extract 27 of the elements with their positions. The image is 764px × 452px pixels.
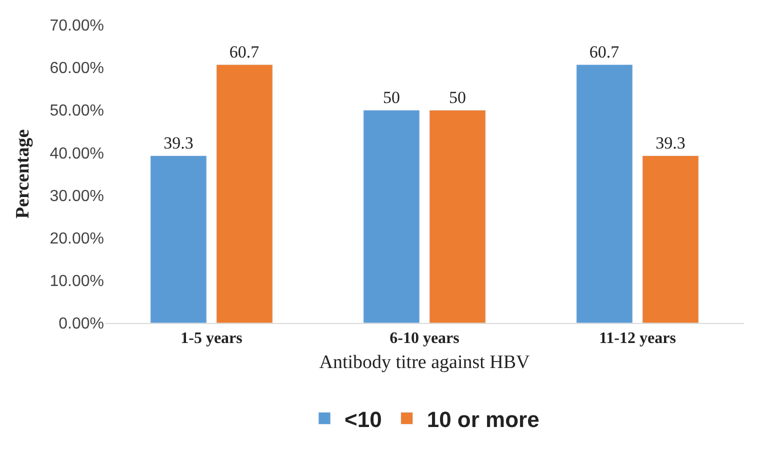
y-tick-label: 20.00% bbox=[50, 230, 104, 248]
data-label: 60.7 bbox=[229, 42, 260, 62]
y-axis-title: Percentage bbox=[12, 129, 34, 219]
y-tick-label: 60.00% bbox=[50, 60, 104, 78]
bar bbox=[150, 155, 207, 323]
y-tick-label: 70.00% bbox=[50, 18, 104, 35]
bar bbox=[429, 110, 486, 323]
data-label: 50 bbox=[382, 88, 400, 108]
y-tick-label: 30.00% bbox=[50, 188, 104, 205]
bar bbox=[363, 110, 420, 323]
x-tick-label: 1-5 years bbox=[180, 330, 242, 348]
bar bbox=[216, 64, 273, 323]
bar bbox=[576, 64, 633, 323]
x-tick-label: 11-12 years bbox=[599, 330, 676, 348]
legend-label: 10 or more bbox=[426, 406, 540, 432]
data-label: 60.7 bbox=[589, 42, 620, 62]
y-tick-label: 50.00% bbox=[50, 102, 104, 120]
x-axis-title: Antibody titre against HBV bbox=[319, 352, 530, 373]
x-tick-label: 6-10 years bbox=[390, 330, 460, 348]
bar bbox=[642, 155, 699, 323]
y-tick-label: 10.00% bbox=[50, 273, 104, 290]
data-label: 50 bbox=[449, 88, 466, 108]
data-label: 39.3 bbox=[656, 134, 686, 153]
y-tick-label: 40.00% bbox=[50, 145, 104, 162]
data-label: 39.3 bbox=[164, 134, 194, 153]
legend-label: <10 bbox=[344, 406, 382, 432]
y-tick-label: 0.00% bbox=[58, 316, 104, 333]
